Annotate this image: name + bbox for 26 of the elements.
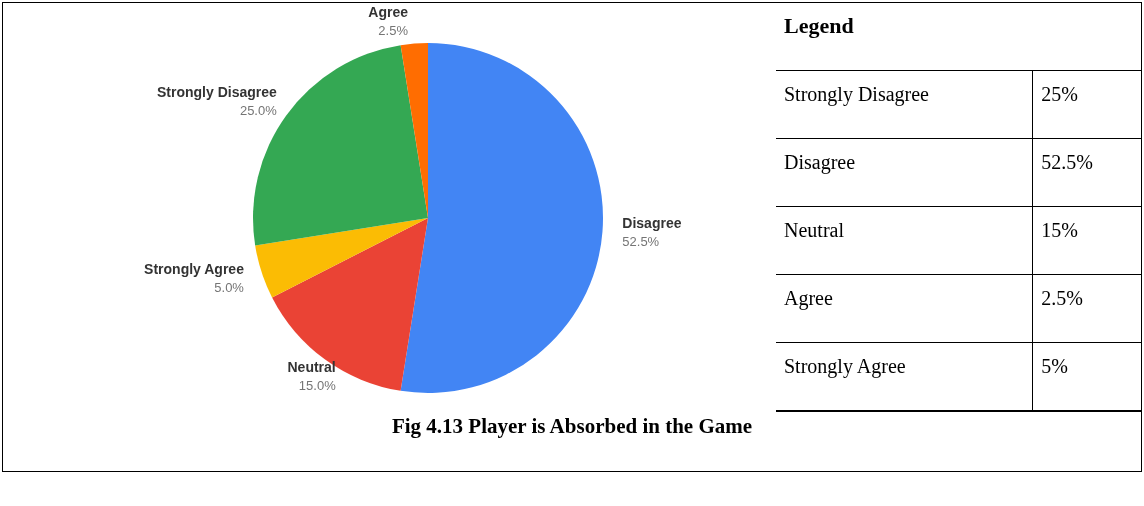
slice-label: Strongly Agree	[144, 260, 245, 277]
data-label: 5.0%	[214, 279, 245, 295]
data-label: 52.5%	[622, 234, 660, 250]
data-label: 25.0%	[239, 103, 278, 119]
pie-slice	[272, 218, 428, 391]
text: 25%	[1032, 70, 1141, 139]
text: 5%	[1032, 342, 1141, 411]
text: 15%	[1032, 206, 1141, 275]
text: Disagree	[776, 138, 1033, 207]
slice-label: Disagree	[622, 215, 682, 232]
data-label: 2.5%	[378, 22, 409, 38]
data-label: 15.0%	[298, 378, 337, 394]
pie-slice	[255, 218, 428, 298]
text: 2.5%	[1032, 274, 1141, 343]
text: Fig 4.13 Player is Absorbed in the Game	[390, 413, 754, 440]
text: Strongly Agree	[776, 342, 1033, 411]
slice-label: Agree	[368, 3, 409, 20]
text: 52.5%	[1032, 138, 1141, 207]
text: Legend	[776, 3, 1141, 71]
slice-label: Neutral	[287, 359, 336, 376]
slice-label: Strongly Disagree	[156, 84, 277, 101]
text: Strongly Disagree	[776, 70, 1033, 139]
text: Agree	[776, 274, 1033, 343]
text: Neutral	[776, 206, 1033, 275]
pie-slice	[400, 43, 428, 218]
pie-slice	[400, 43, 603, 393]
